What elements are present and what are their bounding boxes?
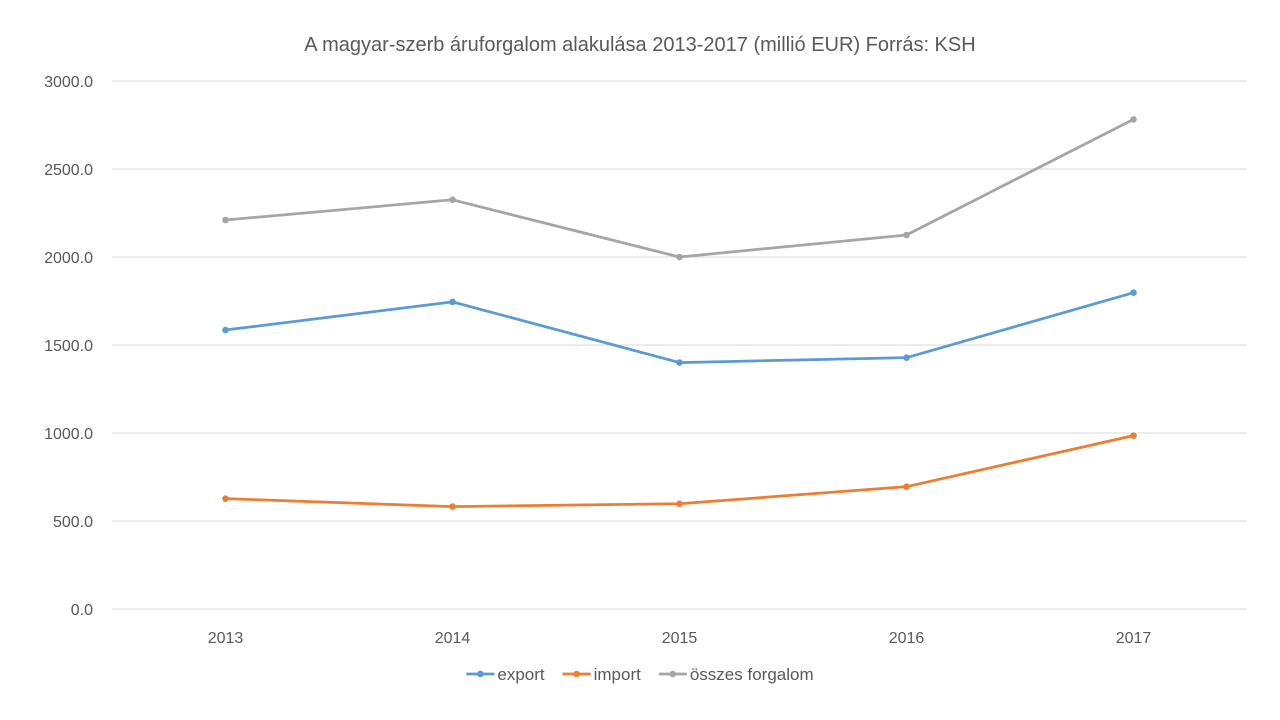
y-axis-ticks: 0.0 500.0 1000.0 1500.0 2000.0 2500.0 3000.0 [44, 74, 93, 619]
data-point [222, 326, 229, 334]
y-tick-label: 1500.0 [44, 338, 93, 355]
y-tick-label: 0.0 [71, 602, 93, 619]
data-point [449, 503, 456, 510]
data-point [449, 298, 456, 306]
x-tick-label: 2016 [889, 630, 925, 647]
data-point [903, 354, 910, 361]
series-line [224, 117, 1135, 259]
legend-label: export [497, 665, 545, 684]
legend-label: import [594, 665, 642, 684]
legend-item: összes forgalom [658, 665, 814, 684]
x-tick-label: 2013 [208, 630, 244, 647]
gridlines [112, 80, 1247, 610]
y-tick-label: 2000.0 [44, 250, 93, 267]
legend: export import összes forgalom [466, 665, 814, 684]
legend-item: import [562, 665, 642, 684]
x-tick-label: 2014 [435, 630, 471, 647]
data-point [1130, 432, 1137, 439]
data-point [1130, 289, 1137, 297]
x-tick-label: 2015 [662, 630, 698, 647]
data-point [676, 359, 683, 366]
data-point [1130, 116, 1137, 123]
legend-item: export [466, 665, 545, 684]
data-point [222, 495, 229, 502]
series-lines [222, 116, 1137, 510]
series-export [222, 289, 1137, 366]
legend-swatch-marker [573, 670, 580, 678]
legend-label: összes forgalom [690, 665, 814, 684]
series-line [224, 291, 1135, 364]
y-tick-label: 2500.0 [44, 162, 93, 179]
data-point [449, 196, 456, 204]
y-tick-label: 3000.0 [44, 74, 93, 91]
series-line [224, 434, 1135, 508]
x-tick-label: 2017 [1116, 630, 1152, 647]
legend-swatch-marker [669, 670, 677, 678]
data-point [676, 500, 683, 508]
data-point [222, 216, 229, 224]
data-point [903, 231, 910, 239]
y-tick-label: 1000.0 [44, 426, 93, 443]
data-point [676, 253, 683, 261]
y-tick-label: 500.0 [53, 514, 93, 531]
legend-swatch-marker [477, 670, 484, 678]
data-point [903, 483, 910, 490]
x-axis-ticks: 2013 2014 2015 2016 2017 [208, 630, 1152, 647]
series-összes-forgalom [222, 116, 1137, 261]
series-import [222, 432, 1137, 510]
chart-title: A magyar-szerb áruforgalom alakulása 201… [304, 34, 975, 56]
